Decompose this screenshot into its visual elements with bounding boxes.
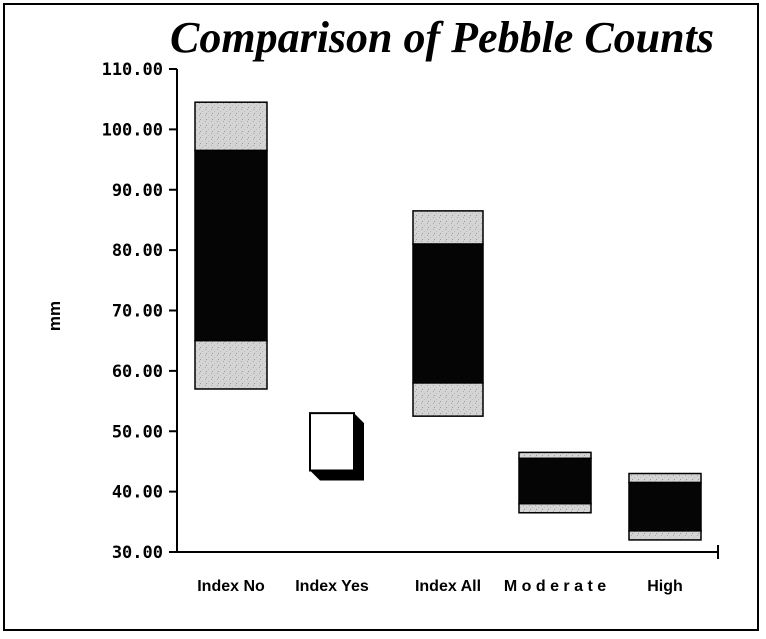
box-upper-band bbox=[194, 101, 268, 152]
x-category-label: M o d e r a t e bbox=[504, 578, 606, 595]
box-middle-band bbox=[628, 481, 702, 532]
x-category-label: Index All bbox=[415, 578, 481, 595]
y-tick-label: 70.00 bbox=[112, 302, 163, 322]
y-tick-label: 60.00 bbox=[112, 362, 163, 382]
box-lower-band bbox=[194, 339, 268, 390]
y-tick-label: 30.00 bbox=[112, 543, 163, 563]
box-middle-band bbox=[518, 457, 592, 505]
y-axis-title: mm bbox=[45, 301, 64, 331]
box-2 bbox=[309, 412, 364, 481]
x-axis: Index No Index Yes Index All M o d e r a t … bbox=[177, 545, 719, 595]
box-lower-band bbox=[412, 382, 484, 417]
box-upper-band bbox=[412, 210, 484, 245]
box-middle-band bbox=[194, 149, 268, 342]
y-tick-label: 50.00 bbox=[112, 422, 163, 442]
box-3 bbox=[412, 210, 484, 417]
box-1 bbox=[194, 101, 268, 390]
y-tick-label: 90.00 bbox=[112, 181, 163, 201]
box-middle-band bbox=[412, 243, 484, 384]
box-upper-band bbox=[628, 472, 702, 484]
x-category-label: High bbox=[647, 578, 683, 595]
box-upper-band bbox=[518, 451, 592, 460]
box-4 bbox=[518, 451, 592, 514]
chart-title: Comparison of Pebble Counts bbox=[170, 13, 714, 62]
x-category-label: Index Yes bbox=[295, 578, 369, 595]
boxes bbox=[194, 101, 702, 541]
box-hollow bbox=[309, 412, 355, 472]
x-category-label: Index No bbox=[197, 578, 265, 595]
y-tick-label: 40.00 bbox=[112, 483, 163, 503]
y-tick-label: 110.00 bbox=[102, 60, 163, 80]
y-tick-label: 80.00 bbox=[112, 241, 163, 261]
box-5 bbox=[628, 472, 702, 541]
box-lower-band bbox=[628, 530, 702, 541]
box-lower-band bbox=[518, 502, 592, 514]
y-tick-label: 100.00 bbox=[102, 120, 163, 140]
y-axis: 30.00 40.00 50.00 60.00 70.00 80.00 90.00 100.0… bbox=[102, 60, 178, 563]
